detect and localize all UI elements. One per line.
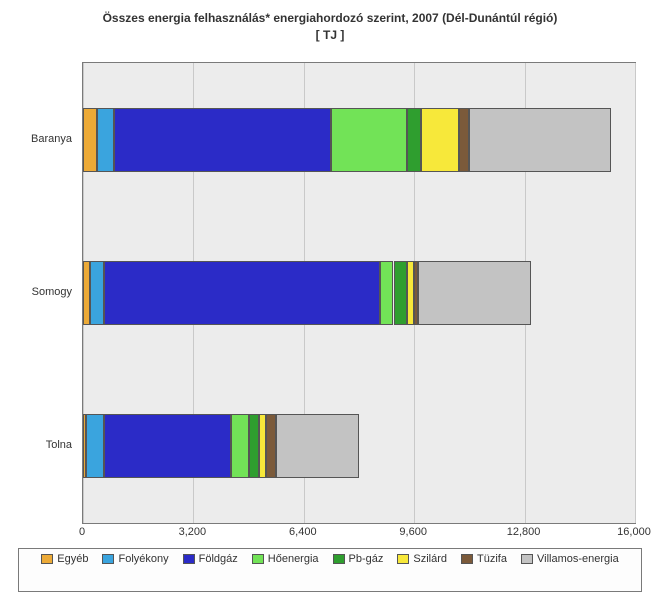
bar-segment [90, 261, 104, 325]
legend-item: Folyékony [102, 553, 168, 565]
y-tick-label: Somogy [32, 286, 72, 298]
legend-label: Folyékony [118, 553, 168, 565]
x-tick-label: 6,400 [289, 526, 317, 538]
bar-segment [331, 108, 407, 172]
bar-segment [86, 414, 103, 478]
legend-item: Földgáz [183, 553, 238, 565]
legend-swatch [252, 554, 264, 564]
bar-segment [418, 261, 532, 325]
legend-label: Szilárd [413, 553, 447, 565]
legend-swatch [397, 554, 409, 564]
x-tick-label: 0 [79, 526, 85, 538]
legend-item: Egyéb [41, 553, 88, 565]
bar-segment [407, 108, 421, 172]
legend-swatch [41, 554, 53, 564]
legend-label: Tüzifa [477, 553, 507, 565]
bar-segment [249, 414, 259, 478]
legend-label: Hőenergia [268, 553, 319, 565]
x-tick-label: 3,200 [179, 526, 207, 538]
bar-segment [276, 414, 359, 478]
legend-swatch [333, 554, 345, 564]
legend-label: Egyéb [57, 553, 88, 565]
bar-segment [231, 414, 248, 478]
bar-segment [83, 108, 97, 172]
bar-segment [114, 108, 331, 172]
legend-item: Villamos-energia [521, 553, 619, 565]
legend-swatch [521, 554, 533, 564]
legend-item: Tüzifa [461, 553, 507, 565]
x-tick-label: 12,800 [507, 526, 541, 538]
chart-container: { "chart": { "type": "stacked-bar-horizo… [0, 0, 660, 600]
bar-segment [104, 261, 380, 325]
y-tick-label: Baranya [31, 133, 72, 145]
bar-segment [259, 414, 266, 478]
bar-segment [469, 108, 610, 172]
bar-segment [97, 108, 114, 172]
bar-segment [83, 261, 90, 325]
legend-label: Földgáz [199, 553, 238, 565]
legend-label: Pb-gáz [349, 553, 384, 565]
chart-title: Összes energia felhasználás* energiahord… [0, 0, 660, 44]
bar-segment [407, 261, 414, 325]
legend: Egyéb Folyékony Földgáz Hőenergia Pb-gáz Szil… [18, 548, 642, 592]
legend-item: Pb-gáz [333, 553, 384, 565]
bar-segment [459, 108, 469, 172]
legend-swatch [461, 554, 473, 564]
plot-area [82, 62, 636, 524]
x-tick-label: 16,000 [617, 526, 651, 538]
legend-label: Villamos-energia [537, 553, 619, 565]
y-tick-label: Tolna [46, 439, 72, 451]
x-tick-label: 9,600 [399, 526, 427, 538]
bar-segment [421, 108, 459, 172]
title-line2: [ TJ ] [316, 28, 345, 42]
legend-swatch [183, 554, 195, 564]
y-axis-labels: Baranya Somogy Tolna [0, 62, 78, 522]
bar-segment [266, 414, 276, 478]
bar-segment [104, 414, 232, 478]
bar-segment [394, 261, 408, 325]
bar-segment [380, 261, 394, 325]
legend-item: Hőenergia [252, 553, 319, 565]
legend-item: Szilárd [397, 553, 447, 565]
title-line1: Összes energia felhasználás* energiahord… [103, 11, 558, 25]
legend-swatch [102, 554, 114, 564]
gridline [635, 63, 636, 523]
